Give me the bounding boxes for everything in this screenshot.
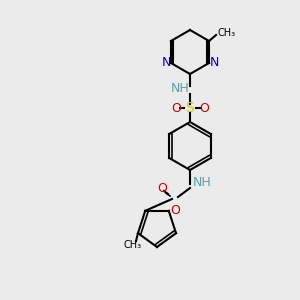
Text: O: O bbox=[171, 101, 181, 115]
Text: N: N bbox=[209, 56, 219, 70]
Text: S: S bbox=[186, 101, 194, 115]
Text: CH₃: CH₃ bbox=[124, 240, 142, 250]
Text: O: O bbox=[157, 182, 167, 196]
Text: O: O bbox=[199, 101, 209, 115]
Text: N: N bbox=[161, 56, 171, 70]
Text: CH₃: CH₃ bbox=[217, 28, 235, 38]
Text: NH: NH bbox=[171, 82, 189, 94]
Text: O: O bbox=[170, 204, 180, 217]
Text: NH: NH bbox=[193, 176, 211, 188]
